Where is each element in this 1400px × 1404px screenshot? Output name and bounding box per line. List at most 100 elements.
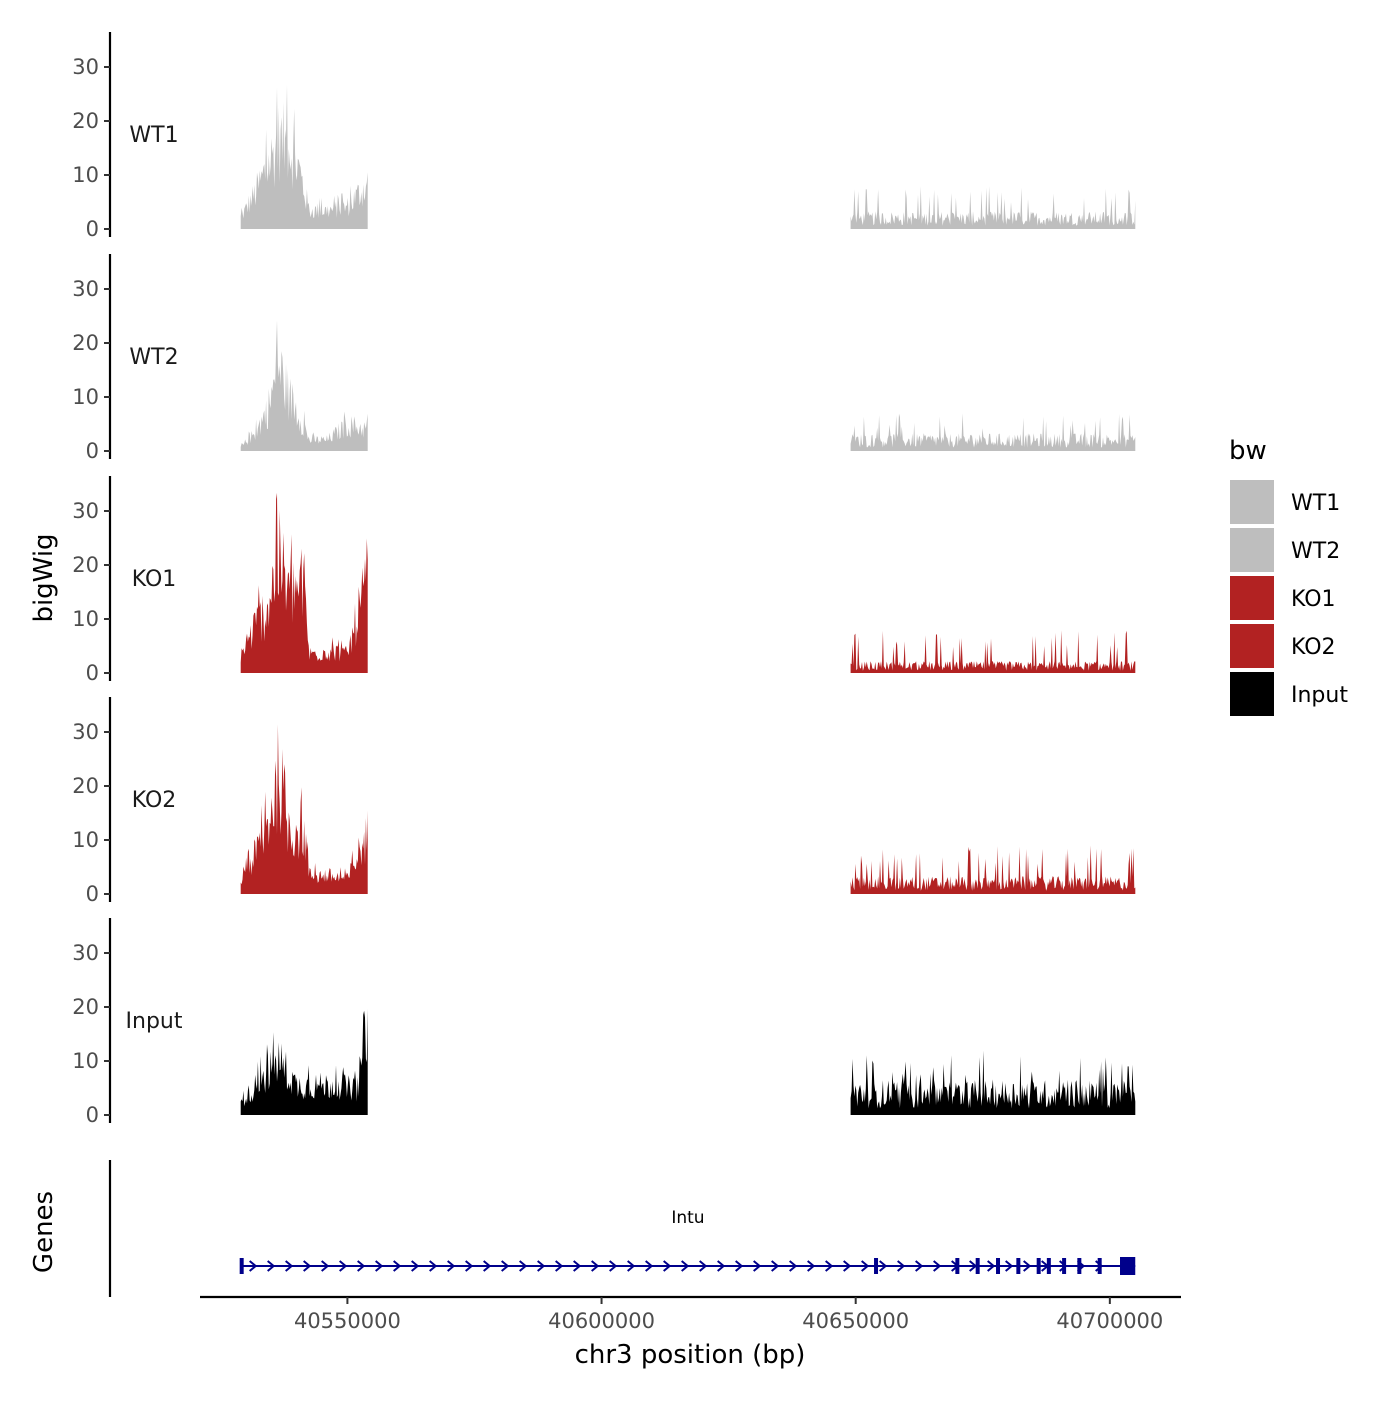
strand-arrow [483,1260,492,1272]
strand-arrow [447,1260,456,1272]
x-tick-label: 40600000 [548,1309,655,1333]
exon [955,1258,960,1274]
coverage-area [240,85,368,229]
coverage-area [850,845,1136,894]
strand-arrow [897,1260,906,1272]
track-label: Input [126,1009,183,1034]
y-axis-title: bigWig [29,533,59,622]
coverage-area [850,630,1136,673]
y-tick-label: 10 [72,607,99,631]
strand-arrow [339,1260,348,1272]
strand-arrow [303,1260,312,1272]
y-tick-label: 10 [72,828,99,852]
strand-arrow [465,1260,474,1272]
y-tick-label: 20 [72,109,99,133]
coverage-area [850,186,1136,229]
strand-arrow [519,1260,528,1272]
legend-title: bw [1229,436,1267,466]
y-tick-label: 0 [86,661,99,685]
y-tick-label: 30 [72,277,99,301]
exon [1097,1258,1102,1274]
strand-arrow [915,1260,924,1272]
strand-arrow [1005,1260,1014,1272]
strand-arrow [699,1260,708,1272]
strand-arrow [969,1260,978,1272]
legend-swatch-input [1230,672,1274,716]
legend: bw WT1 WT2 KO1 KO2 Input [1229,436,1348,716]
y-tick-label: 0 [86,882,99,906]
bigwig-tracks: 0 10 20 30 WT1 0 10 20 30 WT2 0 10 20 30 KO1 0 10 20 30 KO2… [72,32,1136,1127]
strand-arrow [249,1260,258,1272]
legend-label-ko2: KO2 [1291,635,1336,660]
y-tick-label: 20 [72,774,99,798]
strand-arrow [789,1260,798,1272]
exon [996,1258,1001,1274]
legend-label-wt1: WT1 [1291,491,1340,516]
x-axis: 40550000 40600000 40650000 40700000 [200,1295,1181,1333]
y-tick-label: 30 [72,499,99,523]
exon [1016,1258,1021,1274]
strand-arrow [285,1260,294,1272]
track-label: KO2 [132,788,177,813]
y-tick-label: 30 [72,55,99,79]
strand-arrow [735,1260,744,1272]
strand-arrow [429,1260,438,1272]
strand-arrow [357,1260,366,1272]
genes-axis-title: Genes [29,1191,59,1273]
legend-swatch-wt1 [1230,480,1274,524]
strand-arrow [375,1260,384,1272]
strand-arrow [393,1260,402,1272]
strand-arrow [321,1260,330,1272]
strand-arrow [627,1260,636,1272]
track-label: WT1 [129,123,178,148]
track-label: KO1 [132,567,177,592]
y-tick-label: 30 [72,941,99,965]
strand-arrow [843,1260,852,1272]
exon [239,1258,244,1274]
legend-label-wt2: WT2 [1291,539,1340,564]
coverage-area [240,320,368,451]
strand-arrow [411,1260,420,1272]
track-wt1: 0 10 20 30 WT1 [72,32,1136,241]
strand-arrow [861,1260,870,1272]
exon [874,1258,879,1274]
coverage-area [240,492,368,673]
exon [1077,1258,1082,1274]
y-tick-label: 20 [72,553,99,577]
coverage-area [850,1050,1136,1115]
y-tick-label: 10 [72,385,99,409]
y-tick-label: 10 [72,163,99,187]
strand-arrow [1023,1260,1032,1272]
strand-arrow [591,1260,600,1272]
strand-arrow [501,1260,510,1272]
strand-arrow [609,1260,618,1272]
exon [975,1258,980,1274]
track-label: WT2 [129,345,178,370]
legend-label-ko1: KO1 [1291,587,1336,612]
coverage-area [240,724,368,894]
strand-arrow [771,1260,780,1272]
y-tick-label: 20 [72,995,99,1019]
strand-arrow [933,1260,942,1272]
exon [1046,1258,1051,1274]
strand-arrow [879,1260,888,1272]
gene-end-exon [1120,1257,1136,1275]
strand-arrow [555,1260,564,1272]
coverage-area [240,1008,368,1115]
x-tick-label: 40700000 [1056,1309,1163,1333]
strand-arrow [681,1260,690,1272]
x-tick-label: 40650000 [802,1309,909,1333]
strand-arrow [573,1260,582,1272]
strand-arrow [825,1260,834,1272]
y-tick-label: 0 [86,1103,99,1127]
track-input: 0 10 20 30 Input [72,918,1136,1127]
y-tick-label: 20 [72,331,99,355]
legend-label-input: Input [1291,683,1348,708]
y-tick-label: 30 [72,720,99,744]
gene-label: Intu [671,1208,704,1228]
y-tick-label: 0 [86,217,99,241]
track-wt2: 0 10 20 30 WT2 [72,254,1136,463]
strand-arrow [717,1260,726,1272]
